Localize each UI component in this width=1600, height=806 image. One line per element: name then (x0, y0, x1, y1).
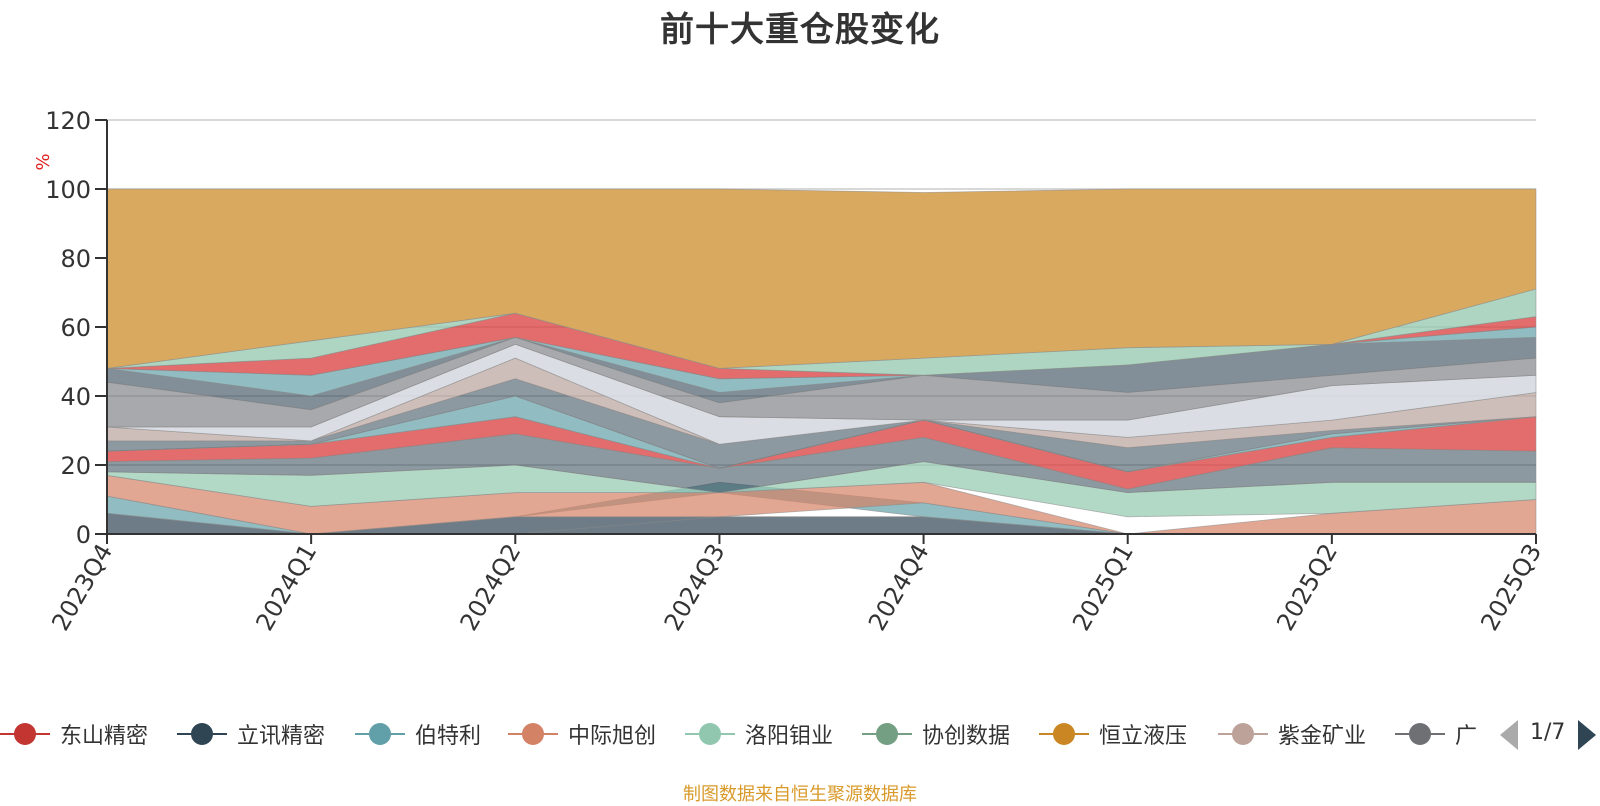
legend-item[interactable]: 恒立液压 (1039, 712, 1187, 756)
y-tick-label: 40 (60, 383, 91, 411)
x-tick-label: 2024Q2 (455, 539, 527, 635)
y-tick-label: 0 (76, 521, 91, 549)
legend-marker-icon (1039, 712, 1089, 756)
x-tick-label: 2025Q3 (1475, 539, 1547, 635)
legend-item[interactable]: 伯特利 (355, 712, 481, 756)
y-tick-label: 80 (60, 245, 91, 273)
chart-title: 前十大重仓股变化 (660, 10, 940, 50)
legend-marker-icon (685, 712, 735, 756)
x-tick-label: 2025Q1 (1067, 539, 1139, 635)
legend: 东山精密 立讯精密 伯特利 中际旭创 洛阳钼业 协创数据 恒立液压 紫金矿业 广 (0, 712, 1480, 756)
source-note: 制图数据来自恒生聚源数据库 (683, 784, 917, 805)
legend-item[interactable]: 立讯精密 (177, 712, 325, 756)
legend-item[interactable]: 东山精密 (0, 712, 148, 756)
legend-label: 洛阳钼业 (745, 724, 834, 749)
area-layer-b (107, 516, 1536, 535)
x-tick-label: 2025Q2 (1271, 539, 1343, 635)
legend-label: 协创数据 (922, 724, 1011, 749)
legend-pager: 1/7 (1500, 716, 1600, 756)
legend-item[interactable]: 中际旭创 (508, 712, 656, 756)
legend-next-page-icon[interactable] (1578, 720, 1596, 750)
legend-label: 广 (1455, 724, 1478, 749)
area-layer-q (106, 188, 1537, 369)
legend-label: 立讯精密 (237, 724, 326, 749)
legend-prev-page-icon[interactable] (1500, 720, 1518, 750)
legend-page-indicator: 1/7 (1530, 720, 1566, 745)
y-tick-label: 20 (60, 452, 91, 480)
legend-label: 紫金矿业 (1278, 724, 1367, 749)
x-tick-label: 2023Q4 (46, 539, 118, 635)
y-tick-label: 60 (60, 314, 91, 342)
legend-label: 恒立液压 (1099, 724, 1188, 749)
legend-label: 伯特利 (415, 724, 482, 749)
x-tick-label: 2024Q1 (250, 539, 322, 635)
legend-label: 东山精密 (60, 724, 149, 749)
legend-item[interactable]: 紫金矿业 (1218, 712, 1366, 756)
legend-marker-icon (0, 712, 50, 756)
legend-label: 中际旭创 (568, 724, 657, 749)
legend-marker-icon (1218, 712, 1268, 756)
x-tick-label: 2024Q3 (659, 539, 731, 635)
legend-marker-icon (177, 712, 227, 756)
legend-item[interactable]: 广 (1395, 712, 1477, 756)
legend-item[interactable]: 洛阳钼业 (685, 712, 833, 756)
x-tick-label: 2024Q4 (863, 539, 935, 635)
legend-marker-icon (355, 712, 405, 756)
y-tick-label: 120 (45, 107, 91, 135)
legend-marker-icon (862, 712, 912, 756)
y-tick-label: 100 (45, 176, 91, 204)
legend-item[interactable]: 协创数据 (862, 712, 1010, 756)
y-axis-unit: % (33, 153, 54, 170)
legend-marker-icon (508, 712, 558, 756)
stacked-areas (106, 188, 1537, 535)
legend-marker-icon (1395, 712, 1445, 756)
